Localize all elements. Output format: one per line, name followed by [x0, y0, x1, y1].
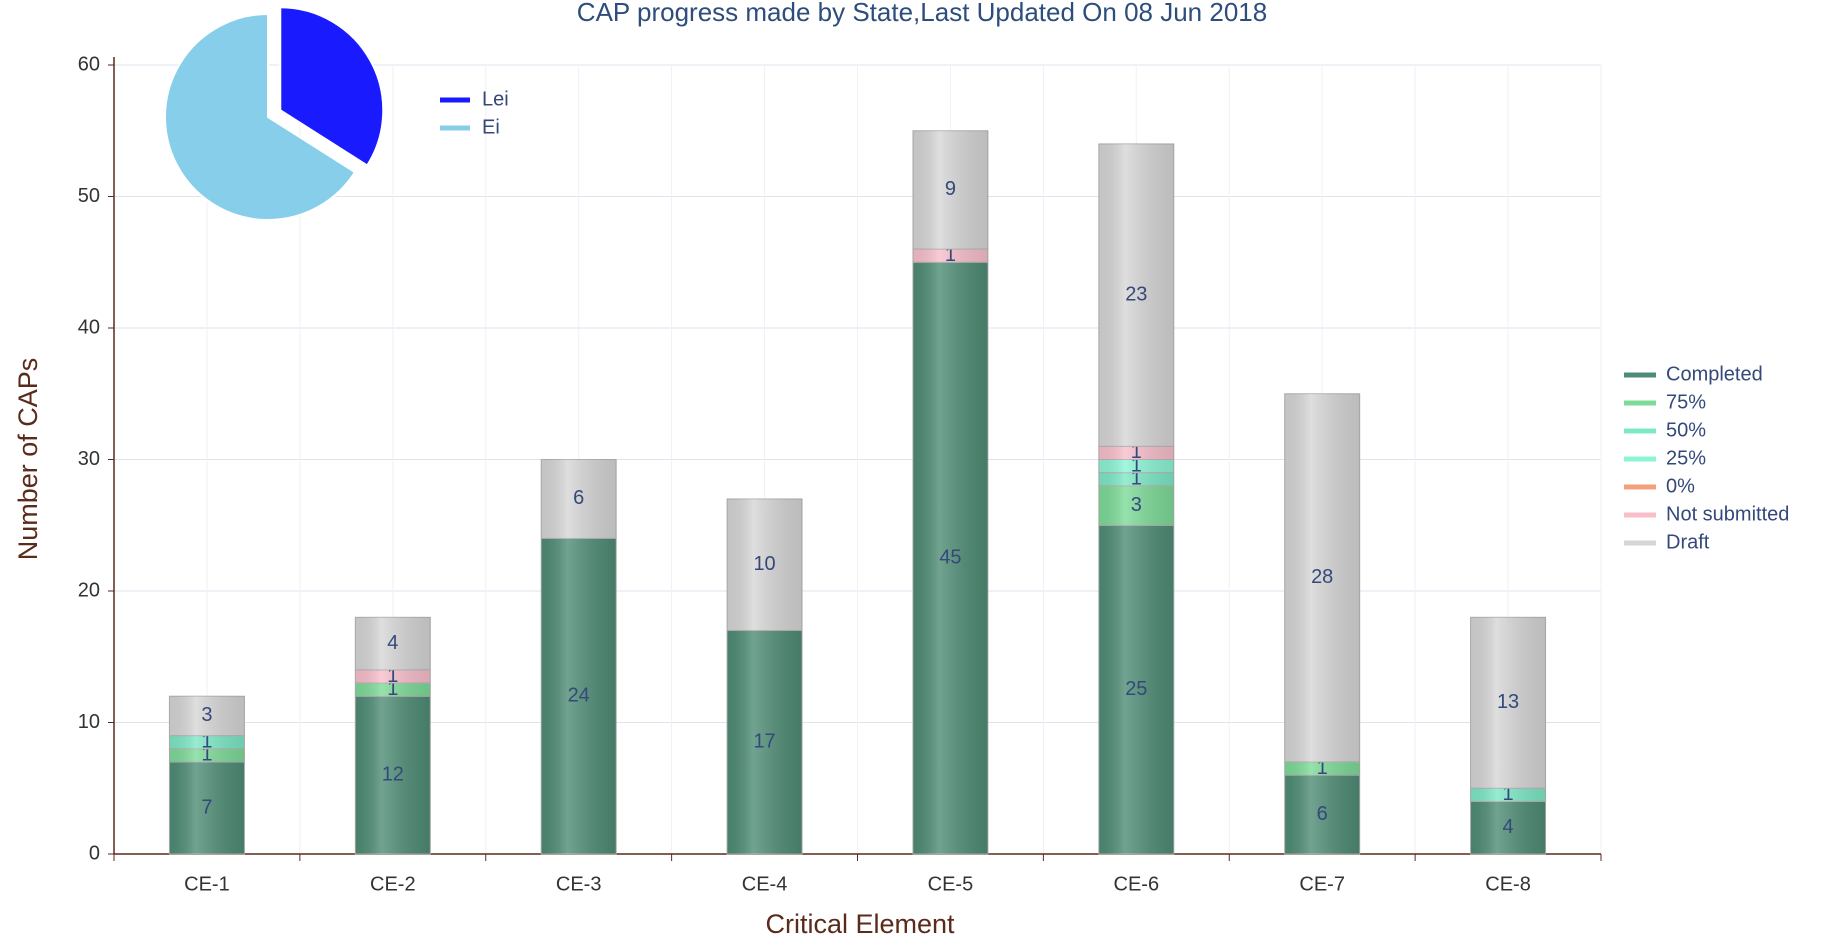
bar-shade	[1470, 617, 1546, 789]
data-label: 3	[201, 704, 212, 726]
legend-label: Ei	[482, 116, 500, 138]
bar-shade	[1470, 788, 1546, 802]
y-tick-label: 50	[78, 185, 100, 207]
pie-slice	[164, 12, 357, 221]
pie-slice	[279, 6, 385, 167]
bar-shade	[912, 249, 988, 263]
bar-shade	[169, 748, 245, 762]
x-tick-label: CE-3	[556, 873, 602, 895]
data-label: 13	[1497, 691, 1519, 713]
bar-shade	[1098, 472, 1174, 486]
bar-shade	[1098, 446, 1174, 460]
bar-shade	[1098, 143, 1174, 447]
y-tick-label: 40	[78, 316, 100, 338]
legend-label: 25%	[1666, 447, 1706, 469]
bar-shade	[355, 683, 431, 697]
bar-shade	[1284, 761, 1360, 776]
legend-label: Completed	[1666, 363, 1763, 385]
bar-shade	[1284, 393, 1360, 762]
data-label: 1	[201, 731, 212, 753]
bar-shade	[1098, 485, 1174, 526]
x-tick-label: CE-2	[370, 873, 416, 895]
legend-label: Lei	[482, 88, 509, 110]
bar-shade	[355, 696, 431, 854]
data-label: 4	[1503, 816, 1514, 838]
data-label: 1	[945, 244, 956, 266]
data-label: 6	[1317, 803, 1328, 825]
data-label: 1	[387, 678, 398, 700]
data-label: 12	[382, 763, 404, 785]
bar-shade	[355, 617, 431, 670]
y-tick-label: 0	[89, 842, 100, 864]
bar-shade	[541, 459, 617, 539]
legend-label: 50%	[1666, 419, 1706, 441]
data-label: 10	[753, 553, 775, 575]
y-axis-title: Number of CAPs	[13, 358, 43, 561]
bar-shade	[169, 696, 245, 736]
y-tick-label: 30	[78, 448, 100, 470]
bar-shade	[1284, 775, 1360, 854]
data-label: 4	[387, 632, 398, 654]
bar-shade	[912, 130, 988, 250]
x-tick-label: CE-5	[928, 873, 974, 895]
bar-shade	[169, 761, 245, 854]
legend-label: Not submitted	[1666, 503, 1789, 525]
x-tick-label: CE-7	[1299, 873, 1345, 895]
x-tick-label: CE-6	[1114, 873, 1160, 895]
x-tick-label: CE-1	[184, 873, 230, 895]
data-label: 1	[1131, 454, 1142, 476]
y-tick-label: 20	[78, 579, 100, 601]
data-label: 7	[201, 796, 212, 818]
data-label: 1	[1131, 468, 1142, 490]
data-label: 28	[1311, 566, 1333, 588]
legend-label: Draft	[1666, 531, 1710, 553]
data-label: 1	[1317, 757, 1328, 779]
chart-title: CAP progress made by State,Last Updated …	[577, 0, 1267, 27]
bar-shade	[541, 538, 617, 854]
bar-shade	[355, 669, 431, 684]
bar-shade	[1098, 525, 1174, 854]
data-label: 23	[1125, 283, 1147, 305]
data-label: 1	[387, 665, 398, 687]
data-label: 45	[939, 546, 961, 568]
data-label: 9	[945, 178, 956, 200]
data-label: 1	[201, 744, 212, 766]
bar-shade	[1098, 459, 1174, 473]
data-label: 1	[1503, 783, 1514, 805]
data-label: 25	[1125, 678, 1147, 700]
y-tick-label: 60	[78, 53, 100, 75]
data-label: 17	[753, 731, 775, 753]
bar-shade	[169, 735, 245, 749]
x-tick-label: CE-4	[742, 873, 788, 895]
legend-label: 75%	[1666, 391, 1706, 413]
x-tick-label: CE-8	[1485, 873, 1531, 895]
bar-shade	[1470, 801, 1546, 854]
y-tick-label: 10	[78, 711, 100, 733]
bar-shade	[912, 262, 988, 854]
bar-shade	[727, 630, 803, 854]
data-label: 3	[1131, 494, 1142, 516]
data-label: 24	[568, 684, 590, 706]
data-label: 6	[573, 487, 584, 509]
x-axis-title: Critical Element	[765, 909, 955, 939]
legend-label: 0%	[1666, 475, 1695, 497]
data-label: 1	[1131, 441, 1142, 463]
bar-shade	[727, 498, 803, 631]
